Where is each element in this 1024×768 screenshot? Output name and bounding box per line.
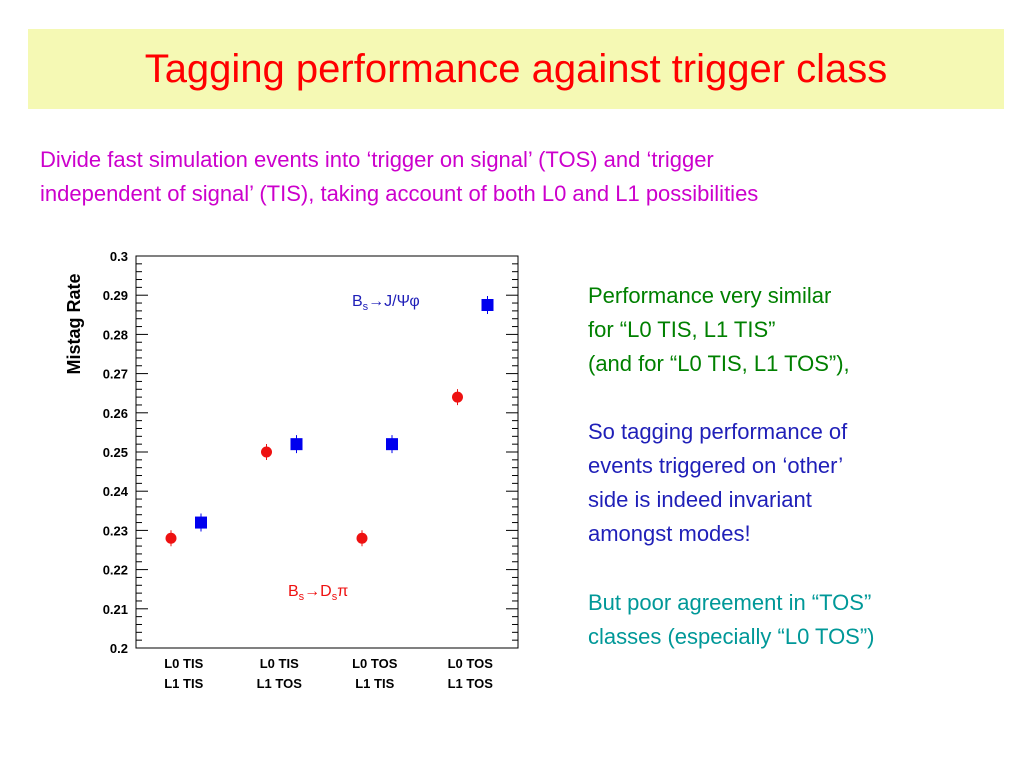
y-tick-labels: 0.2 0.21 0.22 0.23 0.24 0.25 0.26 0.27 0.28 0.29 0… xyxy=(103,249,129,656)
y-tick-label: 0.21 xyxy=(103,602,128,617)
y-tick-label: 0.25 xyxy=(103,445,128,460)
x-tick-label: L0 TIS xyxy=(164,656,203,671)
point-bs-jpsi-phi xyxy=(290,438,303,451)
point-bs-ds-pi xyxy=(261,446,272,458)
summary-poor-agreement: But poor agreement in “TOS” classes (esp… xyxy=(588,586,1008,654)
intro-text: Divide fast simulation events into ‘trig… xyxy=(40,143,1000,211)
summary-line: for “L0 TIS, L1 TIS” xyxy=(588,317,776,342)
summary-line: So tagging performance of xyxy=(588,419,848,444)
x-tick-label: L0 TIS xyxy=(260,656,299,671)
x-tick-label: L1 TOS xyxy=(257,676,303,691)
point-bs-jpsi-phi xyxy=(195,516,207,529)
y-tick-label: 0.26 xyxy=(103,406,128,421)
summary-line: events triggered on ‘other’ xyxy=(588,453,844,478)
y-tick-label: 0.24 xyxy=(103,484,129,499)
data-points xyxy=(165,296,494,547)
point-bs-ds-pi xyxy=(452,391,463,403)
x-tick-label: L1 TOS xyxy=(448,676,494,691)
y-tick-label: 0.27 xyxy=(103,367,128,382)
y-axis-label: Mistag Rate xyxy=(64,273,84,374)
mistag-chart: 0.2 0.21 0.22 0.23 0.24 0.25 0.26 0.27 0.28 0.29 0… xyxy=(64,249,519,691)
y-tick-label: 0.2 xyxy=(110,641,128,656)
series-label-bs-jpsi-phi: Bs→J/Ψφ xyxy=(352,293,420,313)
summary-line: side is indeed invariant xyxy=(588,487,812,512)
title-bar: Tagging performance against trigger clas… xyxy=(28,29,1004,109)
plot-frame xyxy=(135,255,519,649)
intro-line: independent of signal’ (TIS), taking acc… xyxy=(40,181,759,206)
x-tick-label: L1 TIS xyxy=(164,676,203,691)
summary-line: (and for “L0 TIS, L1 TOS”), xyxy=(588,351,850,376)
intro-line: Divide fast simulation events into ‘trig… xyxy=(40,147,714,172)
x-tick-label: L0 TOS xyxy=(352,656,398,671)
y-tick-label: 0.22 xyxy=(103,563,128,578)
summary-similar: Performance very similar for “L0 TIS, L1… xyxy=(588,279,1008,381)
y-ticks xyxy=(136,255,518,649)
point-bs-ds-pi xyxy=(165,532,177,544)
summary-invariant: So tagging performance of events trigger… xyxy=(588,415,1008,551)
y-tick-label: 0.28 xyxy=(103,327,128,342)
summary-line: amongst modes! xyxy=(588,521,751,546)
summary-line: Performance very similar xyxy=(588,283,832,308)
summary-line: But poor agreement in “TOS” xyxy=(588,590,872,615)
y-tick-label: 0.3 xyxy=(110,249,128,264)
summary-line: classes (especially “L0 TOS”) xyxy=(588,624,875,649)
point-bs-jpsi-phi xyxy=(481,299,494,311)
y-tick-label: 0.29 xyxy=(103,288,128,303)
slide-title: Tagging performance against trigger clas… xyxy=(144,47,888,91)
point-bs-ds-pi xyxy=(356,532,368,544)
x-tick-labels: L0 TIS L1 TIS L0 TIS L1 TOS L0 TOS L1 TIS L0 T… xyxy=(164,656,493,691)
x-tick-label: L1 TIS xyxy=(355,676,394,691)
y-tick-label: 0.23 xyxy=(103,523,128,538)
x-tick-label: L0 TOS xyxy=(448,656,494,671)
point-bs-jpsi-phi xyxy=(386,438,398,451)
